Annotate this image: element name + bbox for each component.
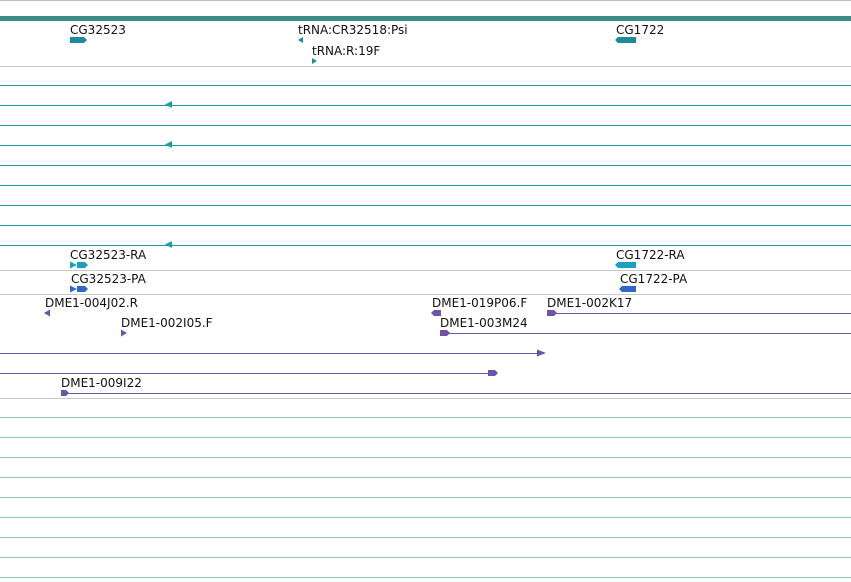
track-separator [0, 557, 851, 558]
track-separator [0, 165, 851, 166]
est-label-dme1-004j02-r[interactable]: DME1-004J02.R [45, 296, 139, 310]
protein-glyph-cg1722-pa[interactable] [619, 285, 637, 293]
gene-glyph-cg1722[interactable] [615, 36, 637, 44]
est-glyph-dme1-003m24[interactable] [440, 329, 452, 337]
transcript-label-cg1722-ra[interactable]: CG1722-RA [616, 248, 685, 262]
est-arrowhead[interactable] [537, 349, 547, 357]
est-span-dme1-009i22[interactable] [68, 393, 851, 394]
est-span-dme1-003m24[interactable] [449, 333, 851, 334]
track-separator [0, 537, 851, 538]
est-span[interactable] [0, 353, 540, 354]
track-separator [0, 85, 851, 86]
track-separator [0, 205, 851, 206]
transcript-glyph-cg1722-ra[interactable] [615, 261, 637, 269]
protein-label-cg32523-pa[interactable]: CG32523-PA [71, 272, 146, 286]
track-separator [0, 225, 851, 226]
est-span[interactable] [0, 373, 492, 374]
track-separator [0, 270, 851, 271]
track-separator [0, 185, 851, 186]
scale-ruler-bar [0, 16, 851, 21]
protein-label-cg1722-pa[interactable]: CG1722-PA [620, 272, 688, 286]
transcript-glyph-cg32523-ra[interactable] [70, 261, 90, 269]
est-glyph-dme1-019p06-f[interactable] [431, 309, 443, 317]
gene-label-cg1722[interactable]: CG1722 [616, 23, 665, 37]
est-glyph-dme1-004j02-r[interactable] [44, 309, 52, 317]
est-label-dme1-019p06-f[interactable]: DME1-019P06.F [432, 296, 528, 310]
track-separator [0, 497, 851, 498]
est-glyph-dme1-002i05-f[interactable] [121, 329, 129, 337]
est-label-dme1-002i05-f[interactable]: DME1-002I05.F [121, 316, 213, 330]
track-separator [0, 125, 851, 126]
feature-arrow-marker[interactable] [165, 141, 173, 149]
track-separator [0, 477, 851, 478]
gene-glyph-trna-r-19f[interactable] [312, 57, 318, 65]
gene-label-trna-cr32518-psi[interactable]: tRNA:CR32518:Psi [298, 23, 408, 37]
est-span-dme1-002k17[interactable] [556, 313, 851, 314]
transcript-label-cg32523-ra[interactable]: CG32523-RA [70, 248, 147, 262]
track-separator [0, 145, 851, 146]
gene-glyph-cg32523[interactable] [70, 36, 88, 44]
track-separator [0, 105, 851, 106]
gene-label-cg32523[interactable]: CG32523 [70, 23, 126, 37]
track-separator [0, 294, 851, 295]
track-separator [0, 457, 851, 458]
est-label-dme1-009i22[interactable]: DME1-009I22 [61, 376, 142, 390]
feature-arrow-marker[interactable] [165, 241, 173, 249]
track-separator [0, 577, 851, 578]
feature-arrow-marker[interactable] [165, 101, 173, 109]
est-glyph-dme1-002k17[interactable] [547, 309, 559, 317]
est-arrowhead[interactable] [488, 369, 500, 377]
protein-glyph-cg32523-pa[interactable] [70, 285, 90, 293]
track-separator [0, 417, 851, 418]
track-separator [0, 437, 851, 438]
track-separator [0, 66, 851, 67]
est-label-dme1-003m24[interactable]: DME1-003M24 [440, 316, 528, 330]
track-separator [0, 245, 851, 246]
gene-glyph-trna-cr32518-psi[interactable] [298, 36, 304, 44]
gene-label-trna-r-19f[interactable]: tRNA:R:19F [312, 44, 381, 58]
est-glyph-dme1-009i22[interactable] [61, 389, 71, 397]
track-separator [0, 398, 851, 399]
est-label-dme1-002k17[interactable]: DME1-002K17 [547, 296, 633, 310]
track-separator [0, 517, 851, 518]
top-border [0, 0, 851, 1]
